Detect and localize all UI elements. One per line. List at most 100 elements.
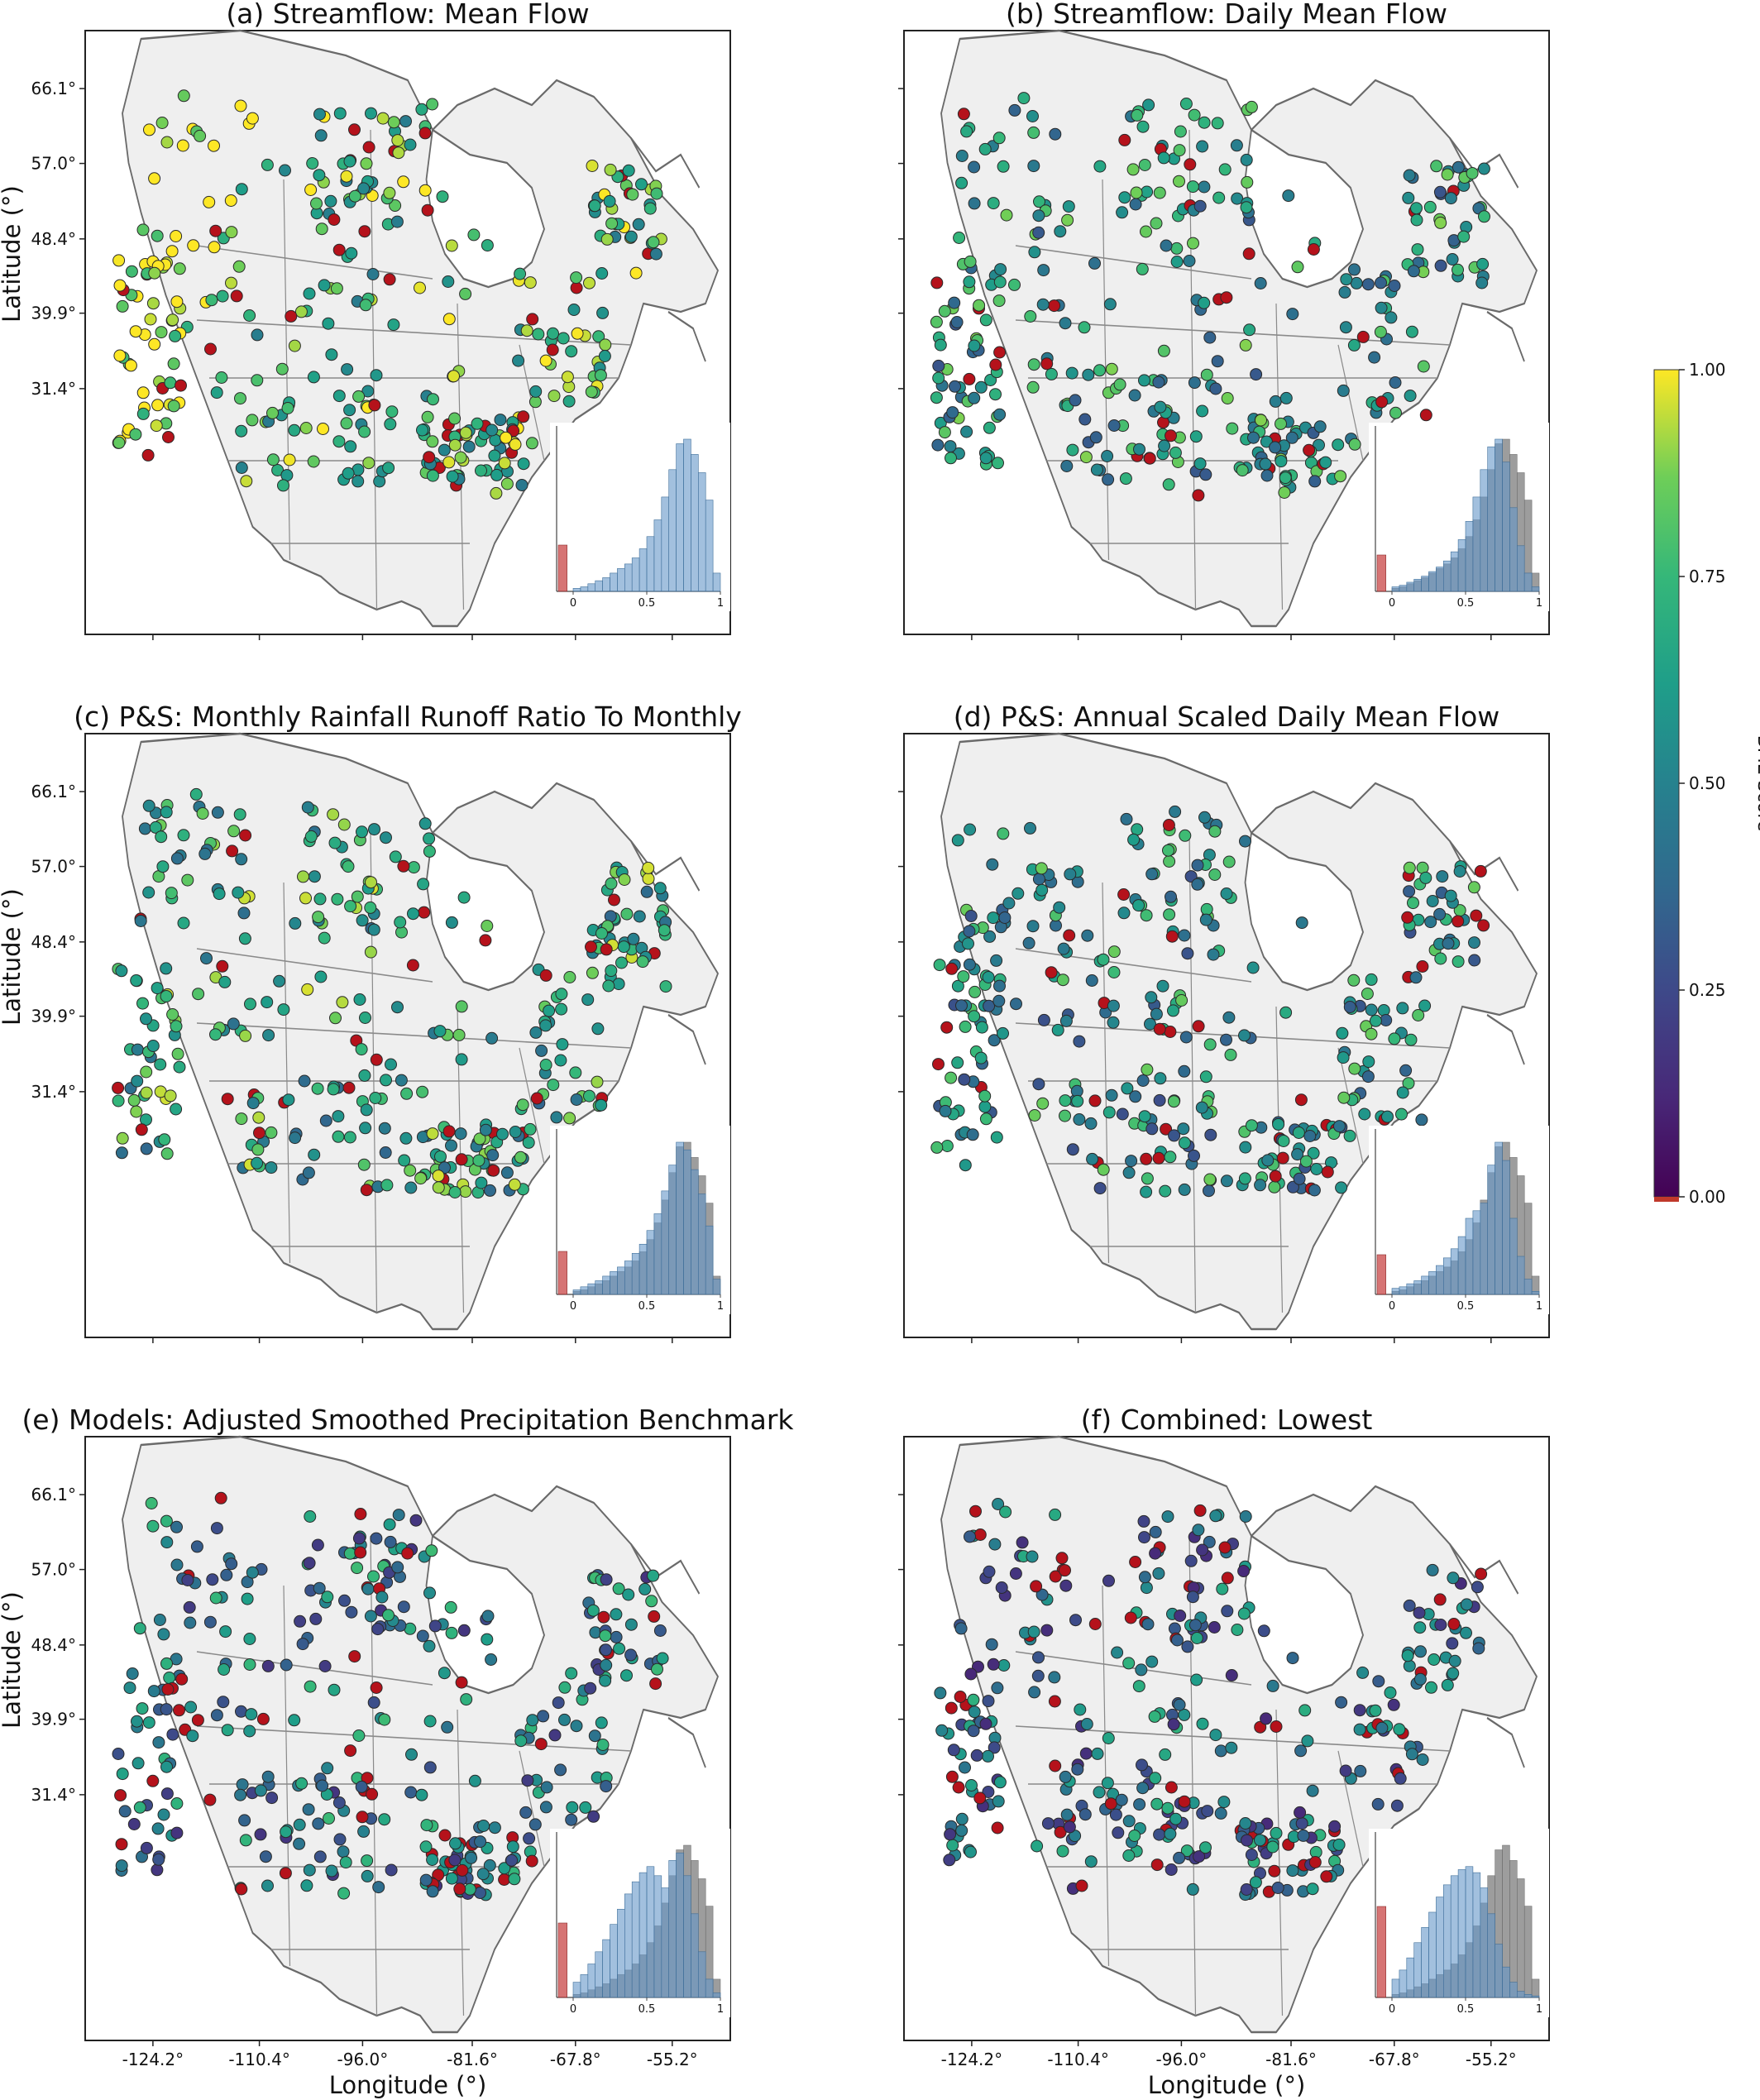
hist-panel-bar (646, 1866, 655, 1998)
station-point (1354, 1764, 1367, 1777)
station-point (1103, 298, 1117, 311)
station-point (352, 390, 366, 403)
station-point (1159, 1184, 1172, 1198)
station-point (978, 1100, 992, 1113)
station-point (1027, 1625, 1040, 1638)
station-point (933, 959, 946, 972)
station-point (1028, 1109, 1041, 1122)
station-point (407, 907, 419, 921)
hist-panel-bar (1509, 1217, 1518, 1295)
hist-reference-bar (1531, 1978, 1540, 1998)
inset-histogram: 0 0.5 1 (1369, 1126, 1549, 1314)
station-point (1453, 865, 1466, 878)
hist-panel-bar (1480, 469, 1489, 592)
station-point (1319, 456, 1332, 469)
station-point (453, 1882, 466, 1896)
station-point (1121, 1082, 1134, 1095)
station-point (468, 1774, 481, 1787)
station-point (418, 817, 432, 830)
station-point (135, 1123, 148, 1136)
station-point (938, 426, 951, 439)
hist-panel-bar (661, 496, 669, 592)
station-point (1024, 310, 1037, 323)
station-point (651, 1662, 663, 1676)
station-point (992, 294, 1006, 308)
station-point (236, 1778, 249, 1791)
station-point (442, 275, 455, 288)
station-point (1362, 1055, 1375, 1069)
station-point (1353, 1723, 1366, 1736)
hist-panel-bar (1502, 462, 1510, 592)
station-point (1189, 430, 1203, 443)
latitude-ticks: 66.1°57.0°48.4°39.9°31.4° (31, 1485, 85, 1805)
station-point (467, 228, 481, 242)
station-point (539, 1059, 552, 1071)
station-point (1214, 1806, 1227, 1820)
hist-panel-bar (624, 1260, 633, 1295)
station-point (1433, 1593, 1447, 1606)
station-point (514, 1734, 528, 1748)
station-point (1294, 1093, 1308, 1107)
station-point (1231, 1624, 1244, 1636)
hist-panel-bar (1502, 1160, 1510, 1295)
station-point (939, 1104, 952, 1117)
station-point (277, 479, 289, 492)
station-point (1361, 1070, 1375, 1083)
station-point (1138, 374, 1150, 387)
station-point (1426, 895, 1439, 907)
station-point (1141, 1618, 1155, 1631)
station-point (1138, 1531, 1150, 1544)
station-point (307, 455, 320, 468)
station-point (1165, 1863, 1178, 1876)
station-point (414, 281, 426, 294)
station-point (157, 1808, 170, 1821)
station-point (1152, 1151, 1165, 1165)
lon-tick-label: -55.2° (647, 2050, 698, 2069)
station-point (1239, 835, 1251, 848)
station-point (1157, 151, 1170, 165)
station-point (954, 1622, 968, 1635)
station-point (526, 1714, 539, 1727)
hist-tick-label: 1 (717, 1300, 724, 1313)
station-point (298, 1074, 311, 1088)
station-point (1405, 325, 1418, 338)
station-point (1208, 825, 1222, 838)
station-point (993, 275, 1007, 289)
station-point (1394, 1772, 1407, 1785)
station-point (1433, 907, 1447, 921)
station-point (1048, 299, 1061, 313)
station-point (483, 1858, 496, 1872)
station-point (581, 993, 595, 1007)
station-point (340, 170, 353, 183)
station-point (337, 1845, 350, 1858)
station-point (1033, 195, 1045, 208)
station-point (1026, 380, 1040, 394)
station-point (150, 419, 163, 433)
station-point (1271, 1882, 1284, 1894)
station-point (1170, 256, 1184, 268)
station-point (1286, 1652, 1299, 1665)
station-point (970, 1748, 983, 1762)
station-point (1140, 1581, 1153, 1595)
station-point (380, 831, 392, 844)
station-point (1060, 460, 1074, 472)
station-point (539, 1019, 552, 1032)
station-point (325, 1864, 338, 1878)
station-point (262, 1029, 275, 1042)
station-point (136, 407, 150, 420)
station-point (1143, 452, 1156, 465)
station-point (452, 1028, 466, 1041)
station-point (416, 423, 428, 437)
station-point (173, 262, 186, 275)
station-point (385, 405, 399, 419)
station-point (520, 324, 533, 337)
hist-panel-bar (572, 588, 581, 592)
station-point (586, 966, 599, 979)
station-point (1434, 216, 1447, 229)
station-point (1196, 1543, 1209, 1557)
station-point (353, 993, 366, 1006)
station-point (385, 1863, 398, 1877)
station-point (514, 1150, 527, 1164)
